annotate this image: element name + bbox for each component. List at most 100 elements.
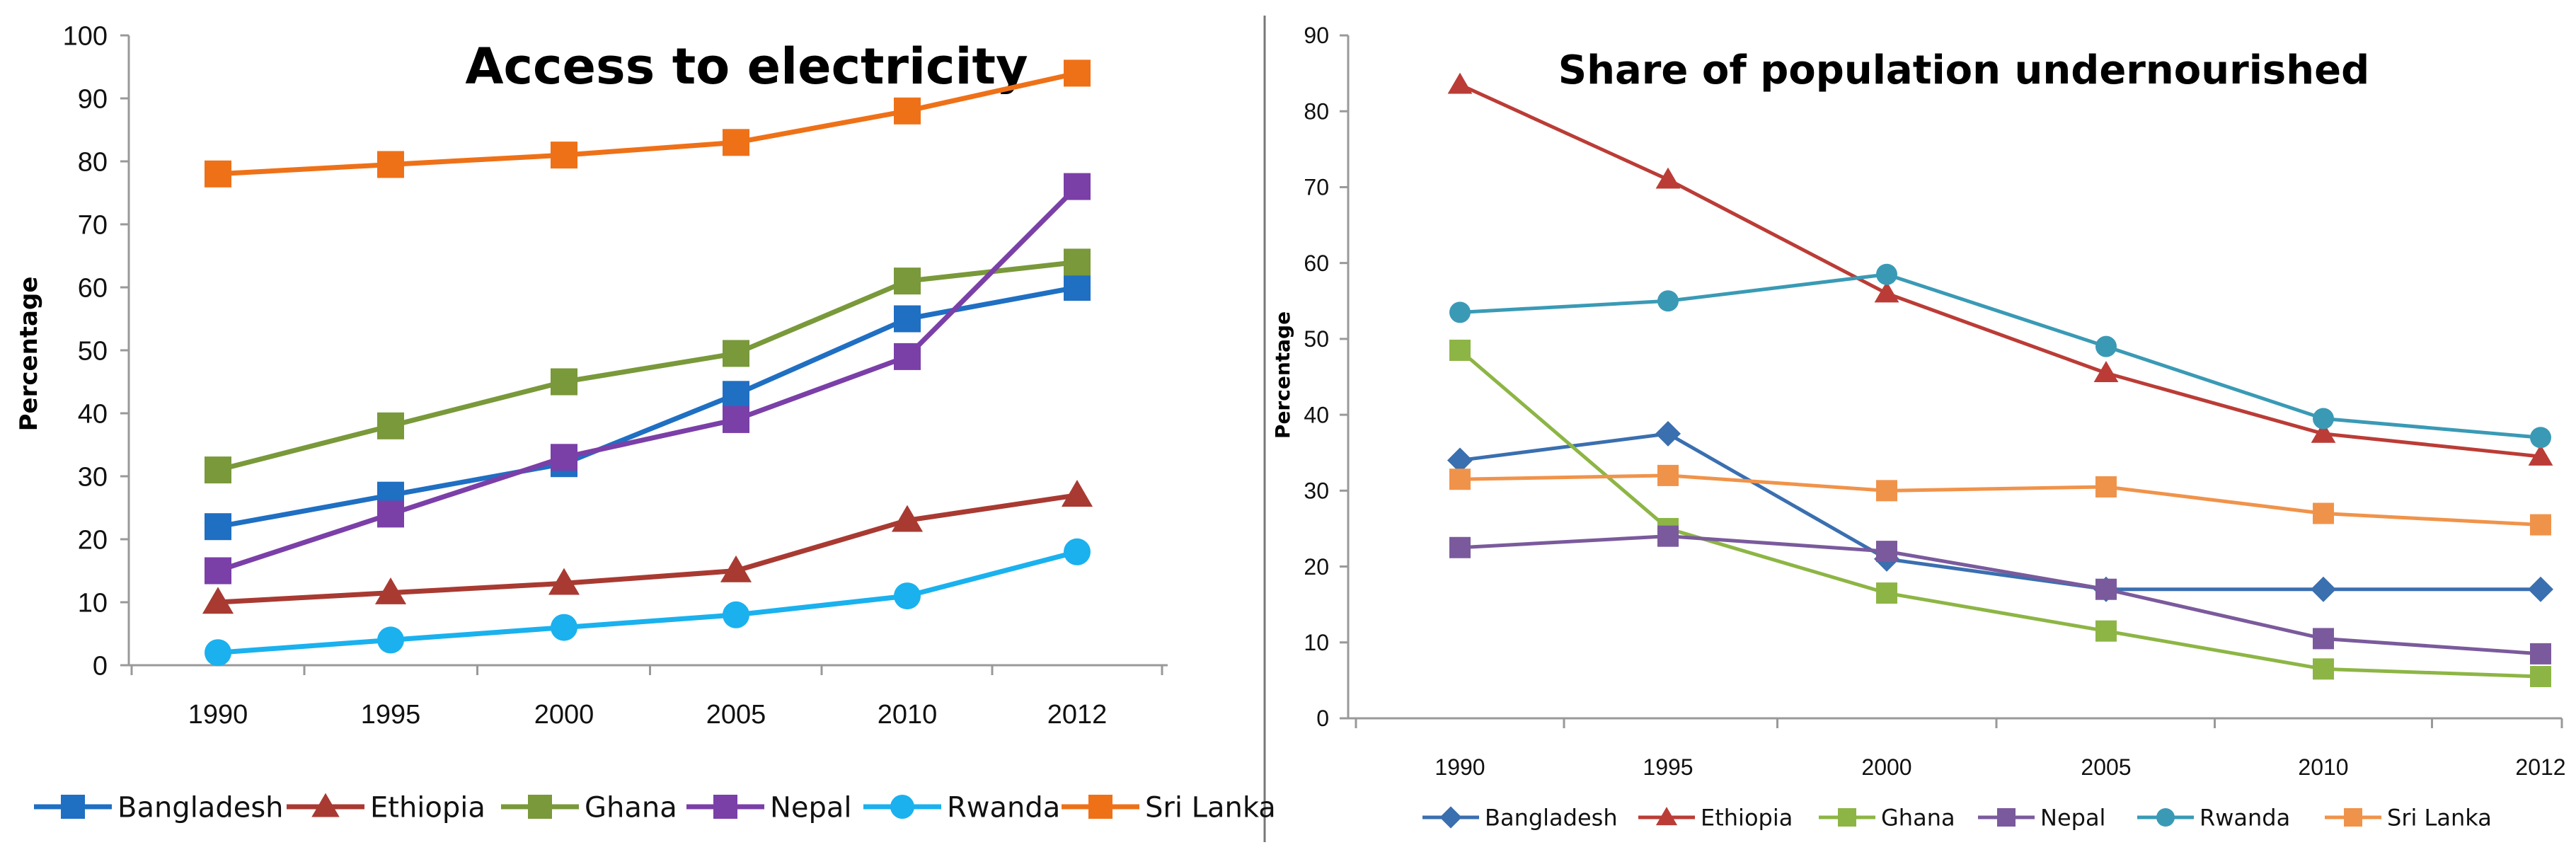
y-tick-label: 90	[1304, 23, 1329, 48]
data-point	[2313, 408, 2334, 430]
legend-marker	[528, 795, 552, 819]
series-rwanda	[205, 538, 1091, 667]
legend-label: Rwanda	[947, 791, 1060, 824]
data-point	[2530, 427, 2551, 449]
data-point	[1876, 480, 1897, 502]
legend-marker	[1655, 807, 1678, 826]
legend-marker	[1997, 808, 2016, 827]
data-point	[205, 639, 231, 667]
data-point	[1061, 480, 1093, 507]
data-point	[1876, 582, 1897, 604]
data-point	[377, 500, 404, 528]
data-point	[2530, 514, 2551, 536]
data-point	[377, 151, 404, 178]
y-tick-label: 0	[1316, 706, 1329, 731]
legend-marker	[311, 793, 340, 817]
data-point	[894, 343, 921, 370]
y-axis-label: Percentage	[1271, 311, 1294, 439]
legend-label: Nepal	[2040, 805, 2105, 832]
data-point	[1449, 301, 1471, 323]
y-tick-label: 50	[78, 336, 108, 366]
data-point	[205, 456, 231, 484]
series-line	[217, 185, 1079, 573]
data-point	[1876, 541, 1897, 563]
series-line	[217, 284, 1078, 529]
legend-label: Bangladesh	[117, 791, 284, 824]
data-point	[551, 142, 577, 169]
series-sri-lanka	[1449, 464, 2551, 536]
data-point	[205, 160, 231, 188]
y-tick-label: 90	[78, 84, 108, 114]
legend-label: Ethiopia	[1701, 805, 1793, 832]
data-point	[1447, 72, 1473, 94]
data-point	[723, 381, 749, 408]
legend-marker	[890, 795, 914, 819]
data-point	[1449, 536, 1471, 558]
data-point	[2528, 444, 2553, 466]
y-tick-label: 10	[1304, 630, 1329, 655]
chart-title: Share of population undernourished	[1558, 47, 2369, 93]
data-point	[551, 444, 577, 471]
series-ghana	[1449, 339, 2551, 688]
y-tick-label: 30	[1304, 478, 1329, 504]
data-point	[2313, 628, 2334, 650]
series-ethiopia	[202, 480, 1093, 614]
legend-item-sri-lanka: Sri Lanka	[1062, 791, 1276, 824]
series-nepal	[1449, 525, 2551, 665]
data-point	[1657, 464, 1679, 486]
chart-electricity: 0 10 20 30 40 50 60 70 80 90 100 1990 1995 2000 2005 20…	[15, 21, 1276, 824]
legend-label: Sri Lanka	[1145, 791, 1276, 824]
x-tick-label: 2012	[1047, 700, 1108, 730]
x-tick-label: 1995	[1643, 754, 1693, 780]
data-point	[2311, 421, 2336, 443]
series-bangladesh	[1447, 420, 2553, 602]
legend-label: Ghana	[585, 791, 677, 824]
legend-item-nepal: Nepal	[1978, 805, 2105, 832]
series-line	[1459, 83, 2541, 459]
legend: Bangladesh Ethiopia Ghana Nepal Rwanda Sri La…	[1422, 805, 2492, 832]
data-point	[1655, 420, 1681, 447]
series-rwanda	[1449, 263, 2551, 449]
legend-item-ethiopia: Ethiopia	[287, 791, 485, 824]
chart-undernourished: 0 10 20 30 40 50 60 70 80 90 1990 1995 2000 2005 2010 2…	[1271, 23, 2566, 831]
data-point	[720, 555, 752, 582]
legend-marker	[61, 795, 85, 819]
data-point	[1064, 538, 1091, 565]
y-tick-label: 20	[1304, 554, 1329, 580]
legend-item-sri-lanka: Sri Lanka	[2325, 805, 2492, 832]
x-tick-label: 2010	[2298, 754, 2348, 780]
series-line	[217, 549, 1078, 655]
data-point	[2095, 335, 2117, 357]
series-line	[1459, 432, 2541, 592]
data-point	[2093, 361, 2119, 382]
legend-item-ghana: Ghana	[501, 791, 677, 824]
legend-item-bangladesh: Bangladesh	[34, 791, 284, 824]
data-point	[377, 412, 404, 439]
series-sri-lanka	[205, 59, 1091, 188]
legend-item-rwanda: Rwanda	[863, 791, 1060, 824]
data-point	[1449, 468, 1471, 490]
y-tick-label: 50	[1304, 326, 1329, 352]
x-tick-label: 2000	[1861, 754, 1911, 780]
data-point	[1064, 173, 1091, 200]
data-point	[1657, 525, 1679, 547]
series-ethiopia	[1447, 72, 2553, 466]
data-point	[1874, 281, 1899, 303]
series-line	[217, 493, 1078, 605]
x-tick-label: 2012	[2515, 754, 2565, 780]
data-point	[2528, 576, 2553, 602]
data-point	[723, 340, 749, 367]
y-axis-label: Percentage	[15, 277, 43, 432]
legend-item-rwanda: Rwanda	[2137, 805, 2290, 832]
data-point	[1449, 339, 1471, 361]
legend-label: Rwanda	[2200, 805, 2290, 832]
data-point	[723, 406, 749, 433]
data-point	[1064, 59, 1091, 87]
data-point	[2095, 476, 2117, 497]
y-tick-label: 20	[78, 525, 108, 555]
y-tick-label: 80	[1304, 98, 1329, 124]
series-line	[217, 259, 1078, 473]
series-bangladesh	[205, 274, 1091, 541]
legend-marker	[713, 795, 737, 819]
series-line	[1459, 272, 2541, 439]
